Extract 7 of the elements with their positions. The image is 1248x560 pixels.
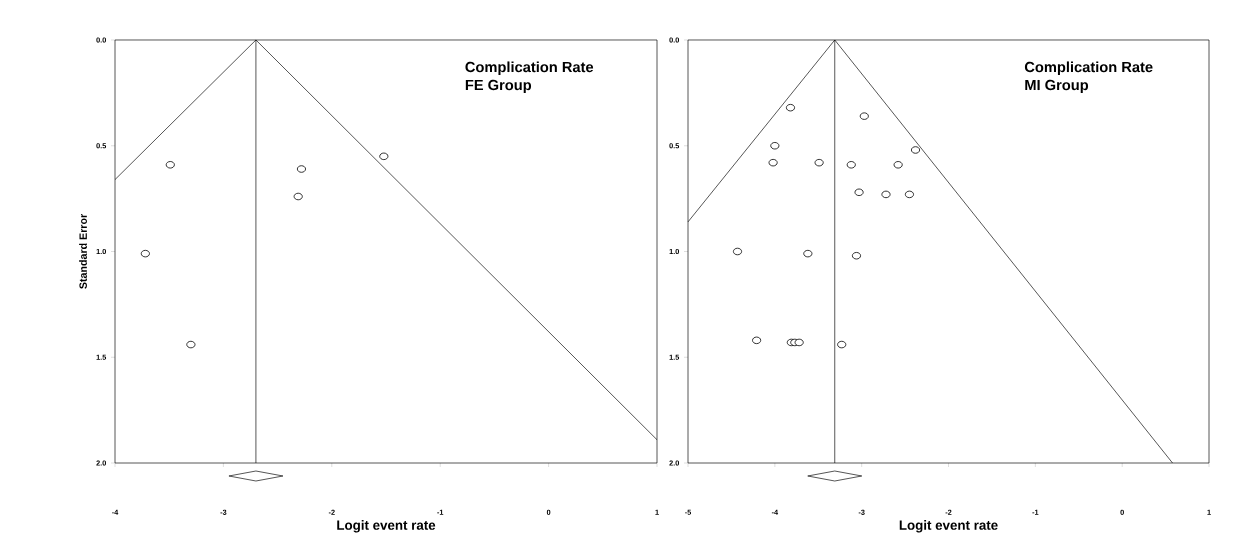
x-axis-title: Logit event rate <box>899 520 998 533</box>
text: Complication Rate <box>465 61 594 76</box>
y-axis-title: Standard Error <box>79 214 87 289</box>
text: Complication Rate <box>1024 61 1153 76</box>
text: MI Group <box>1025 79 1089 94</box>
x-axis-title: Logit event rate <box>337 520 436 533</box>
text: FE Group <box>465 79 532 94</box>
